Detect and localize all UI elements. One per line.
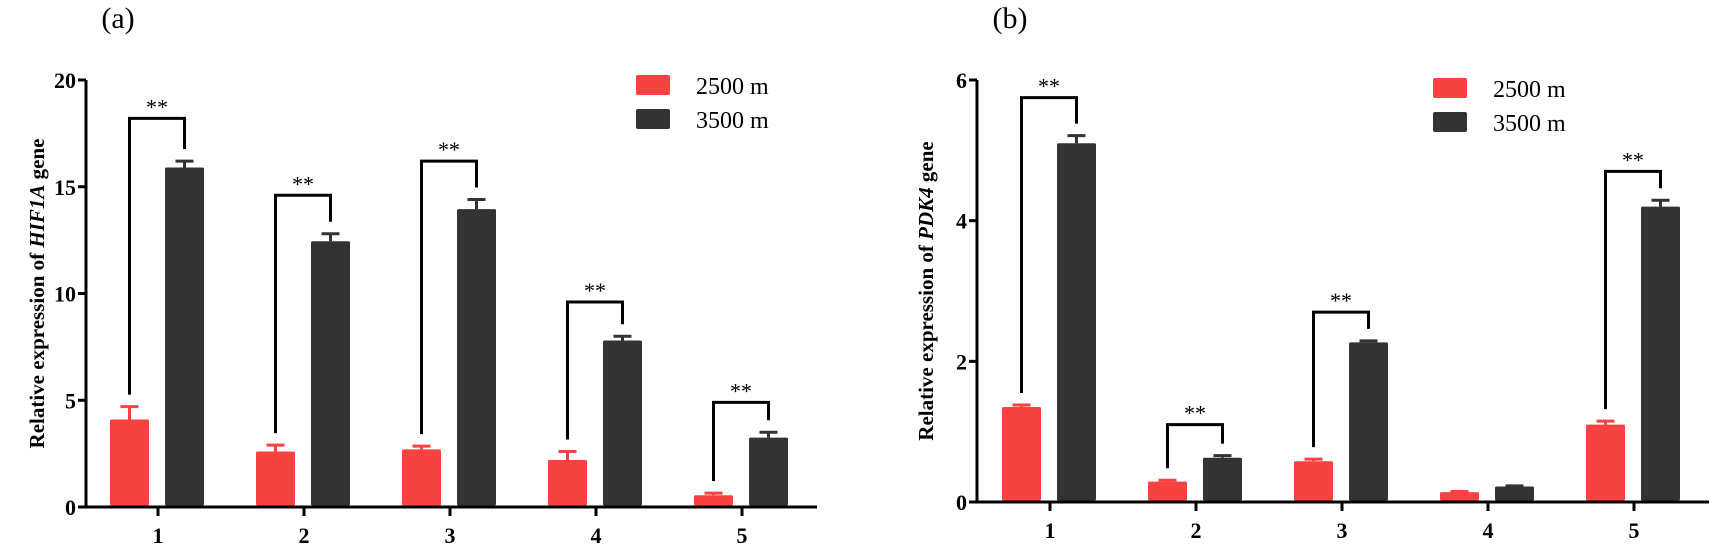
panel-label: (b) xyxy=(993,2,1028,35)
bar-3500m-5 xyxy=(1641,206,1680,501)
x-tick-label: 5 xyxy=(1629,518,1640,543)
y-tick-label: 0 xyxy=(65,495,76,520)
y-axis-title: Relative expression of PDK4 gene xyxy=(914,141,938,440)
y-axis-title: Relative expression of HIF1A gene xyxy=(25,139,49,449)
bar-2500m-3 xyxy=(402,449,441,506)
legend-label: 3500 m xyxy=(1493,111,1566,137)
legend: 2500 m 3500 m xyxy=(636,74,769,134)
bar-2500m-1 xyxy=(1002,407,1041,501)
y-axis-title-prefix: Relative expression of xyxy=(914,240,938,441)
significance-label: ** xyxy=(1330,288,1352,313)
y-tick-label: 2 xyxy=(956,349,967,374)
significance-label: ** xyxy=(1184,401,1206,426)
significance-label: ** xyxy=(584,278,606,303)
legend-label: 3500 m xyxy=(696,108,769,134)
significance-label: ** xyxy=(1038,74,1060,99)
bar-2500m-4 xyxy=(1440,492,1479,501)
y-tick-label: 15 xyxy=(54,175,76,200)
bar-3500m-4 xyxy=(603,340,642,506)
legend-swatch-3500m xyxy=(1433,112,1467,132)
x-tick-label: 2 xyxy=(1191,518,1202,543)
x-tick-label: 1 xyxy=(153,523,164,548)
y-tick-label: 0 xyxy=(956,490,967,515)
legend: 2500 m 3500 m xyxy=(1433,77,1566,137)
y-axis-title-gene: PDK4 xyxy=(914,187,938,241)
legend-swatch-2500m xyxy=(1433,78,1467,98)
significance-label: ** xyxy=(1622,147,1644,172)
legend-label: 2500 m xyxy=(1493,77,1566,103)
bar-3500m-1 xyxy=(165,167,204,506)
significance-bracket xyxy=(420,159,478,435)
x-tick-label: 2 xyxy=(299,523,310,548)
significance-label: ** xyxy=(292,171,314,196)
legend-swatch-3500m xyxy=(636,109,670,129)
bar-2500m-2 xyxy=(256,451,295,506)
bar-2500m-2 xyxy=(1148,481,1187,501)
x-tick-label: 5 xyxy=(737,523,748,548)
y-tick-label: 20 xyxy=(54,68,76,93)
significance-label: ** xyxy=(438,137,460,162)
bar-3500m-5 xyxy=(749,437,788,506)
bar-3500m-2 xyxy=(311,241,350,506)
significance-label: ** xyxy=(730,378,752,403)
x-tick-label: 3 xyxy=(1337,518,1348,543)
significance-bracket xyxy=(274,193,332,434)
significance-bracket xyxy=(1020,96,1078,393)
significance-bracket xyxy=(1166,423,1224,469)
bar-2500m-5 xyxy=(1586,424,1625,501)
y-axis-title-suffix: gene xyxy=(25,139,49,185)
bar-2500m-5 xyxy=(694,495,733,506)
y-tick-label: 6 xyxy=(956,68,967,93)
significance-label: ** xyxy=(146,94,168,119)
legend-swatch-2500m xyxy=(636,75,670,95)
bar-2500m-4 xyxy=(548,460,587,506)
y-axis-title-suffix: gene xyxy=(914,141,938,187)
chart-panel-b: (b) 0 2 4 6 Relative expression of PDK4 gene 1… xyxy=(914,2,1709,543)
y-axis-title-gene: HIF1A xyxy=(25,185,49,249)
bar-2500m-3 xyxy=(1294,461,1333,501)
significance-bracket xyxy=(1312,310,1370,448)
bar-2500m-1 xyxy=(110,419,149,506)
legend-label: 2500 m xyxy=(696,74,769,100)
bar-3500m-1 xyxy=(1057,143,1096,501)
panel-label: (a) xyxy=(101,2,134,35)
bar-3500m-2 xyxy=(1203,457,1242,501)
y-tick-label: 4 xyxy=(956,209,967,234)
significance-bracket xyxy=(712,400,770,482)
bar-3500m-3 xyxy=(1349,342,1388,501)
x-tick-label: 4 xyxy=(1483,518,1494,543)
significance-bracket xyxy=(128,116,186,395)
y-tick-label: 5 xyxy=(65,388,76,413)
y-axis-title-prefix: Relative expression of xyxy=(25,248,49,449)
significance-bracket xyxy=(1604,169,1662,410)
bar-3500m-4 xyxy=(1495,486,1534,501)
bar-3500m-3 xyxy=(457,209,496,506)
y-tick-label: 10 xyxy=(54,282,76,307)
x-tick-label: 4 xyxy=(591,523,602,548)
x-tick-label: 3 xyxy=(445,523,456,548)
significance-bracket xyxy=(566,300,624,440)
x-tick-label: 1 xyxy=(1045,518,1056,543)
